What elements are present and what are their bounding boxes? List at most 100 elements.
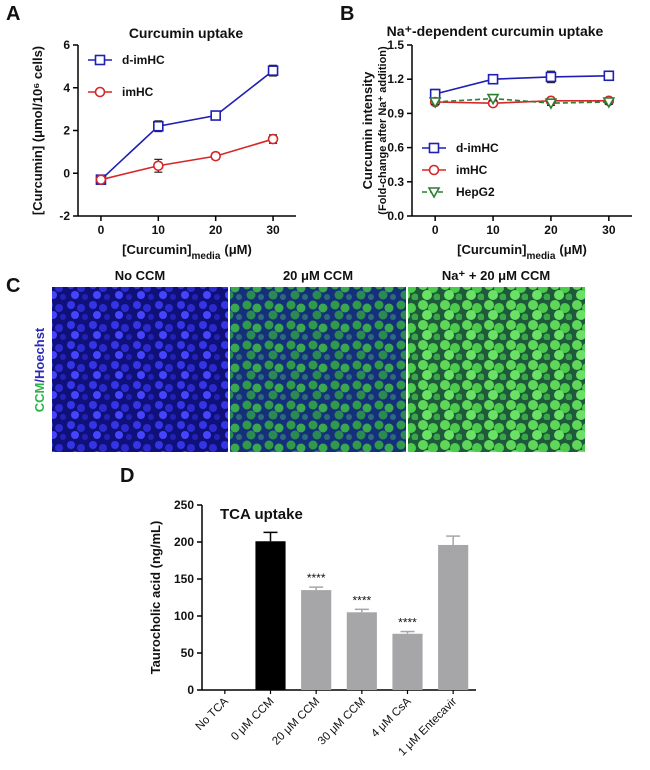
series-line	[100, 138, 274, 181]
x-tick-label: 0	[98, 223, 105, 237]
bar	[255, 541, 286, 690]
bar	[301, 590, 332, 690]
marker	[486, 93, 500, 106]
micrograph	[230, 287, 406, 452]
y-tick-label: 0	[187, 683, 194, 697]
marker	[153, 160, 164, 172]
x-tick-label: 10	[152, 223, 166, 237]
marker	[602, 97, 616, 109]
x-axis-label: [Curcumin]media (μM)	[122, 242, 252, 262]
bar	[346, 612, 377, 690]
y-tick-label: 1.2	[387, 72, 404, 86]
chart-title: TCA uptake	[220, 506, 303, 523]
panel-c: C No CCM 20 μM CCM Na⁺ + 20 μM CCM CCM/H…	[6, 268, 585, 452]
legend-label: d-imHC	[122, 53, 165, 67]
legend-marker	[94, 54, 106, 66]
image-title: No CCM	[115, 268, 166, 283]
ylabel-part: CCM	[32, 383, 47, 413]
y-tick-label: 0.9	[387, 106, 404, 120]
y-tick-label: 100	[174, 609, 194, 623]
y-tick-label: 150	[174, 572, 194, 586]
legend-label: imHC	[456, 163, 488, 177]
micrograph	[408, 287, 585, 452]
error-bar	[263, 531, 278, 542]
series	[95, 64, 279, 185]
marker	[487, 73, 499, 85]
panel-label: C	[6, 275, 20, 297]
series	[429, 70, 615, 100]
marker	[153, 120, 164, 132]
image-ylabel: CCM/Hoechst	[32, 327, 47, 412]
error-bar	[400, 630, 415, 634]
error-bar	[446, 535, 461, 545]
bar	[392, 633, 423, 690]
marker	[210, 110, 221, 121]
x-tick-label: No TCA	[194, 695, 231, 732]
y-tick-label: 0.0	[387, 209, 404, 223]
x-tick-label: 0 μM CCM	[229, 696, 277, 744]
marker	[603, 70, 615, 82]
y-axis-label: (Fold-change after Na⁺ addition)	[377, 46, 389, 215]
marker	[210, 150, 221, 162]
x-label-main: [Curcumin]	[122, 242, 191, 257]
series-line	[100, 70, 274, 181]
y-tick-label: 250	[174, 498, 194, 512]
bar	[438, 544, 469, 690]
panel-label: D	[120, 465, 134, 487]
x-label-sub: media	[526, 251, 555, 262]
error-bar	[309, 586, 324, 591]
series	[428, 93, 616, 110]
x-tick-label: 20	[209, 223, 223, 237]
y-tick-label: 6	[63, 38, 70, 52]
y-axis-label: Curcumin intensity	[360, 71, 375, 190]
marker	[544, 98, 558, 110]
legend-marker	[427, 187, 441, 199]
y-tick-label: 4	[63, 81, 70, 95]
marker	[95, 174, 107, 185]
y-tick-label: 200	[174, 535, 194, 549]
legend-marker	[428, 142, 440, 154]
series-line	[434, 74, 609, 95]
y-tick-label: 50	[181, 646, 195, 660]
x-tick-label: 20 μM CCM	[270, 696, 322, 748]
y-tick-label: 0.3	[387, 175, 404, 189]
image-title: Na⁺ + 20 μM CCM	[442, 268, 550, 283]
y-tick-label: 0.6	[387, 141, 404, 155]
chart-title: Na⁺-dependent curcumin uptake	[387, 23, 604, 39]
y-axis-label: Taurocholic acid (ng/mL)	[148, 521, 163, 675]
marker	[545, 71, 557, 83]
significance: ****	[398, 616, 417, 630]
significance: ****	[352, 593, 371, 607]
series-line	[435, 97, 609, 104]
legend-label: HepG2	[456, 185, 495, 199]
marker	[428, 97, 442, 109]
series	[429, 95, 615, 109]
significance: ****	[307, 571, 326, 585]
image-title: 20 μM CCM	[283, 268, 353, 283]
error-bar	[354, 608, 369, 613]
x-tick-label: 10	[486, 223, 500, 237]
legend-marker	[428, 164, 440, 176]
y-tick-label: 1.5	[387, 38, 404, 52]
x-label-unit: (μM)	[224, 242, 251, 257]
micrograph	[52, 287, 228, 452]
x-axis-label: [Curcumin]media (μM)	[457, 242, 587, 262]
y-tick-label: 0	[63, 166, 70, 180]
series-line	[435, 100, 609, 104]
y-axis-label: [Curcumin] (μmol/10⁶ cells)	[30, 46, 45, 215]
marker	[267, 133, 279, 145]
panel-label: B	[340, 3, 354, 25]
x-label-sub: media	[191, 251, 220, 262]
legend-label: imHC	[122, 85, 154, 99]
x-label-main: [Curcumin]	[457, 242, 526, 257]
x-tick-label: 20	[544, 223, 558, 237]
x-label-unit: (μM)	[559, 242, 586, 257]
ylabel-part: /Hoechst	[32, 327, 47, 383]
marker	[267, 65, 279, 76]
x-tick-label: 30 μM CCM	[316, 696, 368, 748]
series	[95, 133, 279, 185]
legend-label: d-imHC	[456, 141, 499, 155]
x-tick-label: 30	[266, 223, 280, 237]
panel-label: A	[6, 3, 20, 25]
